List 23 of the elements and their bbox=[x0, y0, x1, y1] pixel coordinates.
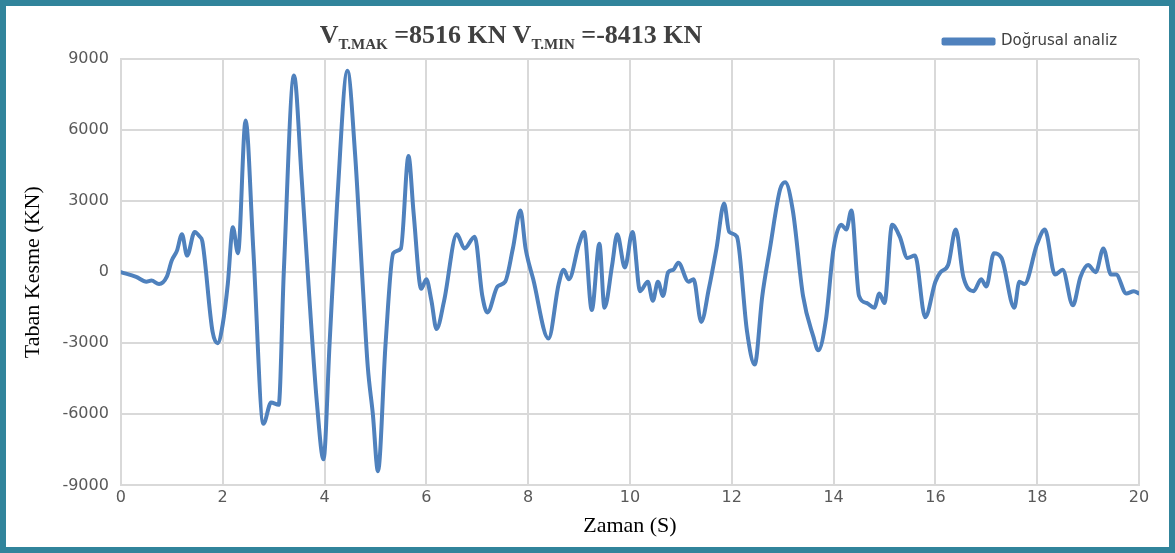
y-tick-label: 3000 bbox=[68, 190, 109, 210]
y-tick-label: -6000 bbox=[62, 403, 109, 423]
y-tick-label: -3000 bbox=[62, 332, 109, 352]
x-tick-label: 14 bbox=[823, 487, 844, 507]
line-series bbox=[120, 68, 1139, 474]
x-tick-label: 8 bbox=[523, 487, 534, 507]
x-tick-label: 12 bbox=[721, 487, 742, 507]
y-tick-label: 6000 bbox=[68, 119, 109, 139]
x-axis-title: Zaman (S) bbox=[583, 511, 677, 537]
y-tick-label: 0 bbox=[98, 261, 109, 281]
x-tick-label: 6 bbox=[421, 487, 432, 507]
x-tick-label: 4 bbox=[319, 487, 330, 507]
x-tick-label: 20 bbox=[1128, 487, 1150, 507]
y-tick-label: 9000 bbox=[68, 48, 109, 68]
x-tick-label: 0 bbox=[115, 487, 126, 507]
chart-title: V$_{T.MAK}$ =8516 KN V$_{T.MIN}$ =-8413 KN bbox=[318, 20, 704, 54]
x-tick-label: 18 bbox=[1027, 487, 1048, 507]
y-axis-title: Taban Kesme (KN) bbox=[18, 186, 44, 359]
x-tick-label: 16 bbox=[925, 487, 946, 507]
x-tick-label: 10 bbox=[619, 487, 641, 507]
legend-label: Doğrusal analiz bbox=[1001, 31, 1118, 50]
y-tick-label: -9000 bbox=[62, 474, 109, 494]
x-tick-label: 2 bbox=[217, 487, 228, 507]
